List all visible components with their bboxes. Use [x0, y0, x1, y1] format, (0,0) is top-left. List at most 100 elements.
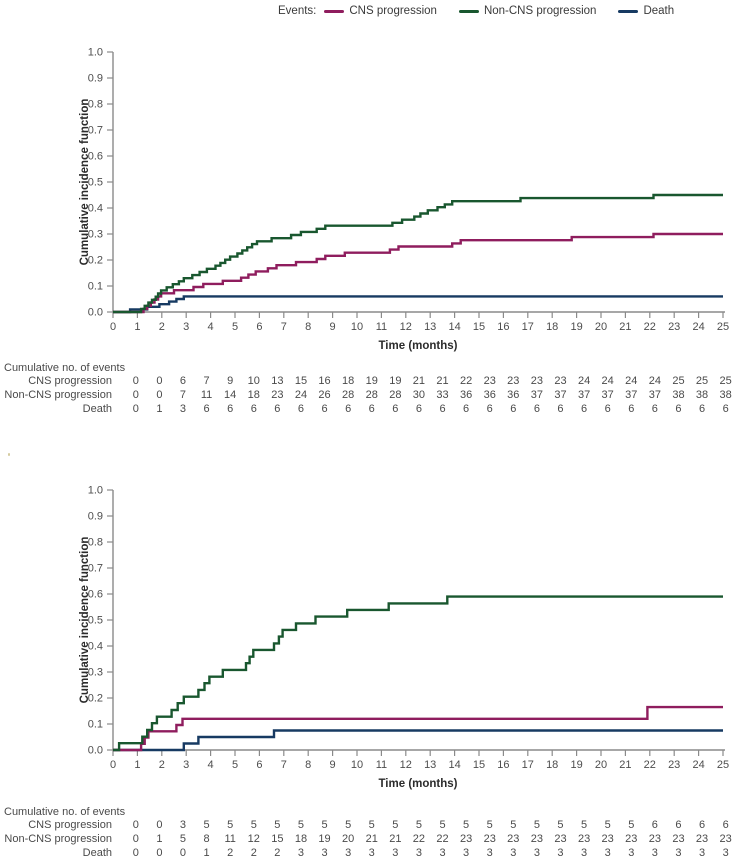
- count-cell: 38: [719, 389, 732, 401]
- y-tick-label: 0.6: [88, 151, 103, 163]
- x-tick-label: 21: [619, 321, 631, 333]
- x-tick-label: 25: [717, 759, 729, 771]
- x-tick-label: 8: [305, 321, 311, 333]
- count-cell: 23: [648, 833, 661, 845]
- count-cell: 6: [345, 403, 352, 415]
- x-tick-label: 24: [692, 321, 704, 333]
- table-row: Death 0 1 3 6 6 6 6 6 6 6 6 6 6 6 6 6 6 6 6 6 6 6 6 6 6 6: [0, 403, 737, 416]
- x-tick-label: 22: [644, 759, 656, 771]
- count-cell: 23: [577, 833, 591, 845]
- line-swatch-icon: [324, 9, 345, 13]
- count-cell: 23: [601, 833, 614, 845]
- count-cell: 6: [439, 403, 446, 415]
- count-cell: 3: [604, 847, 611, 859]
- count-cell: 6: [179, 375, 187, 387]
- x-tick-label: 24: [692, 759, 704, 771]
- x-tick-label: 2: [159, 759, 165, 771]
- events-table-top: Cumulative no. of events CNS progression 0…: [0, 362, 737, 420]
- count-cell: 22: [459, 375, 473, 387]
- y-tick-label: 1.0: [88, 485, 103, 497]
- y-tick-label: 0.5: [88, 177, 103, 189]
- count-cell: 3: [415, 847, 422, 859]
- count-cell: 38: [672, 389, 685, 401]
- y-tick-label: 0.8: [88, 99, 103, 111]
- count-cell: 3: [722, 847, 729, 859]
- row-label: Non-CNS progression: [4, 389, 112, 401]
- count-cell: 6: [675, 819, 682, 831]
- y-tick-label: 0.7: [88, 563, 103, 575]
- row-values: 0 0 3 5 5 5 5 5 5 5 5 5 5 5 5 5 5 5 5 5 5 5 6 6 6 6: [124, 819, 737, 832]
- count-cell: 6: [557, 403, 564, 415]
- count-cell: 5: [486, 819, 493, 831]
- row-values: 0 0 7 11 14 18 23 24 26 28 28 28 30 33 36 36 36 37 37 37 37 3…: [124, 389, 737, 402]
- count-cell: 6: [722, 403, 729, 415]
- count-cell: 7: [203, 375, 210, 387]
- count-cell: 3: [297, 847, 305, 859]
- x-tick-label: 15: [473, 759, 485, 771]
- count-cell: 22: [412, 833, 426, 845]
- x-axis-title: Time (months): [378, 778, 457, 790]
- count-cell: 5: [628, 819, 635, 831]
- x-tick-label: 19: [570, 321, 582, 333]
- count-cell: 6: [675, 403, 682, 415]
- count-cell: 0: [132, 819, 139, 831]
- table-row: Non-CNS progression 0 1 5 8 11 12 15 18 19 20 21 21 2…: [0, 833, 737, 846]
- count-cell: 0: [156, 819, 163, 831]
- y-tick-label: 0.2: [88, 693, 103, 705]
- count-cell: 3: [557, 847, 564, 859]
- x-tick-label: 7: [281, 759, 287, 771]
- y-tick-label: 0.1: [88, 281, 103, 293]
- series-line-cns-progression: [113, 705, 723, 752]
- legend-item-label: Death: [643, 5, 675, 17]
- count-cell: 28: [365, 389, 378, 401]
- count-cell: 30: [412, 389, 426, 401]
- y-tick-label: 0.3: [88, 229, 103, 241]
- count-cell: 21: [412, 375, 426, 387]
- x-axis-title: Time (months): [378, 340, 457, 352]
- count-cell: 18: [247, 389, 260, 401]
- row-label: CNS progression: [28, 375, 112, 387]
- series-line-non-cns-progression: [113, 595, 723, 752]
- count-cell: 24: [601, 375, 614, 387]
- x-tick-label: 16: [497, 321, 509, 333]
- x-tick-label: 5: [232, 321, 238, 333]
- legend-title: Events:: [278, 5, 317, 17]
- x-tick-label: 19: [570, 759, 582, 771]
- count-cell: 24: [648, 375, 661, 387]
- count-cell: 5: [297, 819, 305, 831]
- count-cell: 15: [294, 375, 308, 387]
- x-tick-label: 6: [256, 759, 262, 771]
- count-cell: 6: [321, 403, 328, 415]
- count-cell: 5: [227, 819, 234, 831]
- y-tick-label: 0.0: [88, 307, 103, 319]
- count-cell: 5: [533, 819, 540, 831]
- count-cell: 37: [530, 389, 544, 401]
- count-cell: 6: [203, 403, 210, 415]
- legend-item-label: Non-CNS progression: [483, 5, 597, 17]
- count-cell: 6: [722, 819, 729, 831]
- count-cell: 6: [297, 403, 305, 415]
- count-cell: 23: [625, 833, 638, 845]
- count-cell: 0: [132, 833, 139, 845]
- count-cell: 6: [698, 819, 706, 831]
- count-cell: 5: [250, 819, 257, 831]
- count-cell: 5: [439, 819, 446, 831]
- count-cell: 5: [392, 819, 399, 831]
- count-cell: 3: [463, 847, 470, 859]
- table-row: CNS progression 0 0 3 5 5 5 5 5 5 5 5 5 5 5 5 5 5 5 5 5 5 5 6 6 6…: [0, 819, 737, 832]
- count-cell: 0: [132, 847, 139, 859]
- x-tick-label: 18: [546, 321, 558, 333]
- count-cell: 19: [389, 375, 402, 387]
- count-cell: 36: [459, 389, 473, 401]
- count-cell: 8: [203, 833, 210, 845]
- count-cell: 26: [318, 389, 331, 401]
- count-cell: 22: [436, 833, 449, 845]
- y-axis-title: Cumulative incidence function: [79, 99, 91, 266]
- x-tick-label: 5: [232, 759, 238, 771]
- line-swatch-icon: [458, 9, 479, 13]
- count-cell: 6: [628, 403, 635, 415]
- y-tick-label: 0.0: [88, 745, 103, 757]
- x-tick-label: 13: [424, 321, 436, 333]
- count-cell: 24: [625, 375, 638, 387]
- row-values: 0 1 5 8 11 12 15 18 19 20 21 21 22 22 23 23 23 23 23 23 23 23…: [124, 833, 737, 846]
